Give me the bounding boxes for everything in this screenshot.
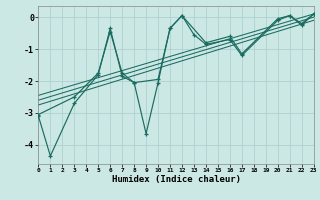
X-axis label: Humidex (Indice chaleur): Humidex (Indice chaleur) xyxy=(111,175,241,184)
